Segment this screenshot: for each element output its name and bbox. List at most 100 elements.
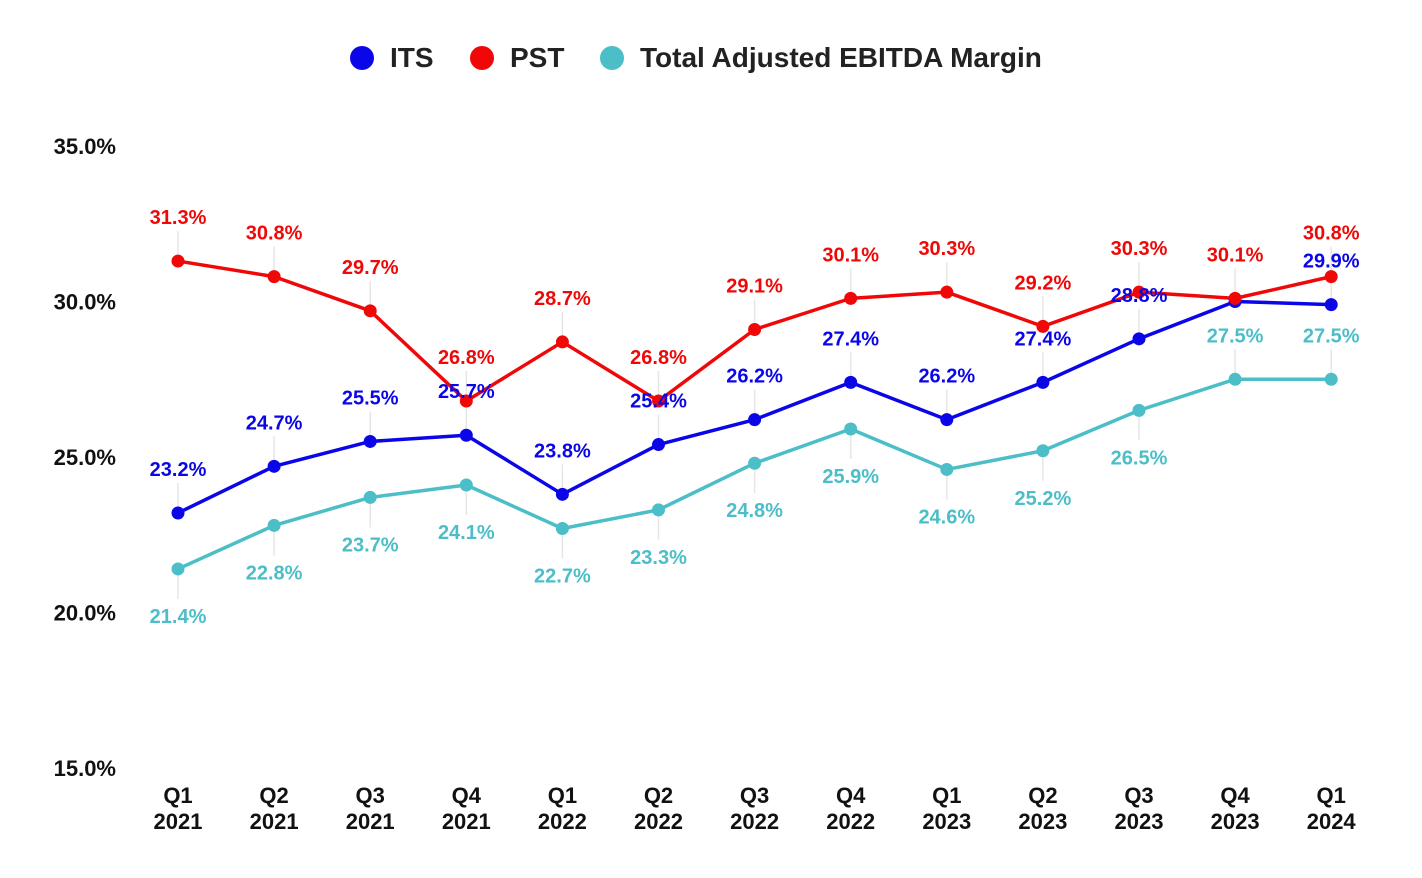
x-tick-label: Q1 2024: [1307, 783, 1357, 834]
data-label: 30.8%: [1303, 223, 1360, 245]
data-point: [748, 413, 762, 427]
data-point: [171, 506, 185, 520]
data-point: [363, 304, 377, 318]
data-point: [459, 478, 473, 492]
data-point: [1132, 332, 1146, 346]
data-label: 30.3%: [1111, 238, 1168, 260]
data-label: 26.5%: [1111, 447, 1168, 469]
data-point: [459, 394, 473, 408]
data-point: [652, 394, 665, 408]
x-tick-label: Q2 2022: [634, 783, 683, 834]
data-label: 27.4%: [1015, 328, 1072, 350]
x-tick-label: Q4 2023: [1211, 783, 1260, 834]
data-point: [940, 413, 954, 427]
data-point: [267, 270, 281, 284]
data-point: [652, 503, 665, 517]
data-label: 30.1%: [1207, 244, 1264, 266]
legend-marker-2: [600, 46, 624, 70]
data-point: [652, 438, 665, 452]
data-label: 24.6%: [918, 506, 975, 528]
data-label: 23.8%: [534, 440, 591, 462]
data-point: [459, 428, 473, 442]
y-tick-label: 20.0%: [54, 601, 116, 626]
x-tick-label: Q4 2022: [826, 783, 875, 834]
x-tick-label: Q3 2021: [346, 783, 395, 834]
legend-label-1: PST: [510, 42, 564, 73]
data-label: 27.5%: [1303, 325, 1360, 347]
data-label: 30.3%: [918, 238, 975, 260]
data-label: 29.1%: [726, 275, 783, 297]
y-tick-label: 25.0%: [54, 445, 116, 470]
data-point: [555, 522, 569, 536]
data-point: [1228, 291, 1242, 305]
data-point: [1132, 285, 1146, 299]
data-point: [940, 462, 954, 476]
data-label: 26.2%: [726, 366, 783, 388]
data-point: [555, 487, 569, 501]
data-label: 23.3%: [630, 547, 687, 569]
data-point: [1036, 444, 1050, 458]
data-label: 31.3%: [150, 207, 207, 229]
data-label: 30.1%: [822, 244, 879, 266]
data-point: [171, 254, 185, 268]
data-label: 27.4%: [822, 328, 879, 350]
data-label: 24.8%: [726, 500, 783, 522]
data-label: 24.7%: [246, 412, 303, 434]
x-tick-label: Q4 2021: [442, 783, 491, 834]
data-point: [1132, 403, 1146, 417]
data-label: 30.8%: [246, 223, 303, 245]
y-tick-label: 35.0%: [54, 134, 116, 159]
data-label: 23.7%: [342, 534, 399, 556]
legend-label-0: ITS: [390, 42, 434, 73]
legend-marker-1: [470, 46, 494, 70]
data-point: [171, 562, 185, 576]
y-axis: 15.0% 20.0% 25.0% 30.0% 35.0%: [54, 134, 116, 781]
data-label: 21.4%: [150, 606, 207, 628]
data-point: [1324, 270, 1338, 284]
legend-label-2: Total Adjusted EBITDA Margin: [640, 42, 1042, 73]
data-label: 22.7%: [534, 566, 591, 588]
data-point: [1228, 372, 1242, 386]
data-point: [940, 285, 954, 299]
data-point: [363, 434, 377, 448]
x-axis: Q1 2021 Q2 2021 Q3 2021 Q4 2021 Q1 2022 Q2 2022 Q3 20…: [154, 783, 1357, 834]
data-point: [1036, 319, 1050, 333]
data-label: 28.7%: [534, 288, 591, 310]
x-tick-label: Q3 2023: [1115, 783, 1164, 834]
data-label: 27.5%: [1207, 325, 1264, 347]
data-label: 29.2%: [1015, 272, 1072, 294]
data-labels: 21.4% 22.8% 23.7% 24.1% 22.7% 23.3% 24.8% 25.9%…: [150, 207, 1360, 628]
x-tick-label: Q2 2023: [1018, 783, 1067, 834]
data-label: 29.7%: [342, 257, 399, 279]
data-point: [1324, 298, 1338, 312]
data-label: 25.2%: [1015, 488, 1072, 510]
data-label: 26.2%: [918, 366, 975, 388]
data-label: 22.8%: [246, 562, 303, 584]
data-label: 25.5%: [342, 387, 399, 409]
data-point: [363, 490, 377, 504]
x-tick-label: Q3 2022: [730, 783, 779, 834]
legend-marker-0: [350, 46, 374, 70]
x-tick-label: Q2 2021: [250, 783, 299, 834]
data-label: 25.7%: [438, 381, 495, 403]
x-tick-label: Q1 2021: [154, 783, 203, 834]
data-label: 25.9%: [822, 466, 879, 488]
data-label: 25.4%: [630, 391, 687, 413]
x-tick-label: Q1 2023: [922, 783, 971, 834]
data-label: 24.1%: [438, 522, 495, 544]
data-point: [267, 518, 281, 532]
data-point: [748, 322, 762, 336]
y-tick-label: 15.0%: [54, 756, 116, 781]
series-points: [171, 254, 1338, 576]
y-tick-label: 30.0%: [54, 290, 116, 315]
data-label: 26.8%: [630, 347, 687, 369]
data-point: [844, 291, 858, 305]
x-tick-label: Q1 2022: [538, 783, 587, 834]
data-label: 23.2%: [150, 459, 207, 481]
data-point: [844, 422, 858, 436]
data-point: [555, 335, 569, 349]
legend: ITS PST Total Adjusted EBITDA Margin: [350, 42, 1042, 73]
data-label: 29.9%: [1303, 251, 1360, 273]
